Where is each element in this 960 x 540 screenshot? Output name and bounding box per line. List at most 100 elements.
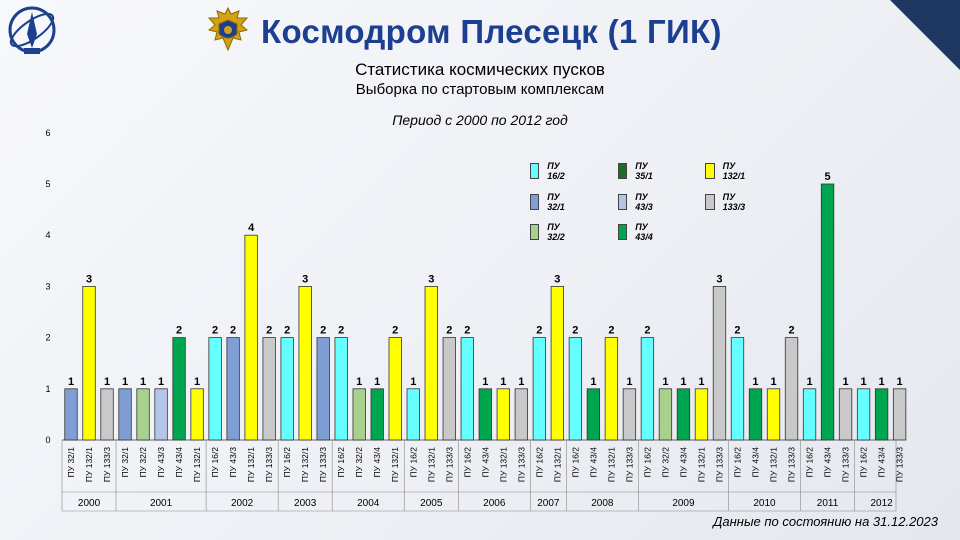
bar	[604, 337, 619, 441]
year-label: 2003	[294, 498, 317, 509]
x-tick-label: ПУ 132/1	[552, 447, 562, 482]
bar-value-label: 1	[356, 376, 362, 388]
y-tick-label: 2	[45, 333, 50, 343]
page-title: Космодром Плесецк (1 ГИК)	[261, 13, 722, 50]
year-label: 2010	[753, 498, 776, 509]
bar-value-label: 2	[572, 325, 578, 337]
legend-item: ПУ 32/1	[530, 192, 569, 212]
y-tick-label: 6	[45, 128, 50, 138]
legend-swatch	[705, 163, 715, 179]
bar	[172, 337, 186, 441]
x-tick-label: ПУ 16/2	[462, 447, 472, 478]
x-tick-label: ПУ 16/2	[859, 447, 869, 478]
eagle-crest-icon	[205, 6, 251, 59]
y-tick-label: 0	[45, 435, 50, 445]
bar-value-label: 2	[266, 325, 272, 337]
bar	[640, 337, 655, 441]
x-tick-label: ПУ 132/1	[246, 447, 256, 482]
bar	[658, 388, 673, 441]
data-date-note: Данные по состоянию на 31.12.2023	[713, 514, 938, 529]
bar	[136, 388, 150, 441]
x-tick-label: ПУ 32/2	[354, 447, 364, 478]
x-tick-label: ПУ 43/3	[228, 447, 238, 478]
bar-value-label: 4	[248, 222, 255, 234]
bar	[856, 388, 871, 441]
y-tick-label: 3	[45, 281, 50, 291]
legend-label: ПУ 32/1	[547, 192, 565, 212]
x-tick-label: ПУ 133/3	[516, 447, 526, 482]
bar	[730, 337, 745, 441]
bar	[838, 388, 853, 441]
bar-value-label: 1	[879, 376, 885, 388]
year-label: 2012	[870, 498, 893, 509]
x-tick-label: ПУ 43/4	[372, 447, 382, 478]
x-tick-label: ПУ 32/1	[120, 447, 130, 478]
year-label: 2000	[78, 498, 101, 509]
x-tick-label: ПУ 133/3	[444, 447, 454, 482]
y-tick-label: 5	[45, 179, 50, 189]
bar-value-label: 2	[788, 325, 794, 337]
bar-value-label: 2	[230, 325, 236, 337]
legend-item: ПУ 132/1	[705, 161, 749, 181]
year-label: 2002	[231, 498, 254, 509]
bar	[676, 388, 691, 441]
legend-label: ПУ 32/2	[547, 222, 565, 242]
bar-value-label: 2	[644, 325, 650, 337]
year-label: 2005	[420, 498, 443, 509]
bar	[406, 388, 420, 441]
x-tick-label: ПУ 133/3	[895, 447, 905, 482]
legend-swatch	[618, 194, 628, 210]
bar	[820, 183, 835, 441]
bar-value-label: 1	[680, 376, 686, 388]
legend-item: ПУ 35/1	[618, 161, 657, 181]
bar-value-label: 2	[176, 325, 182, 337]
bar-value-label: 2	[320, 325, 326, 337]
x-tick-label: ПУ 43/4	[480, 447, 490, 478]
x-tick-label: ПУ 16/2	[805, 447, 815, 478]
year-label: 2006	[483, 498, 506, 509]
x-tick-label: ПУ 132/1	[696, 447, 706, 482]
chart-subtitle-2: Выборка по стартовым комплексам	[355, 81, 605, 98]
year-label: 2007	[537, 498, 560, 509]
x-tick-label: ПУ 132/1	[84, 447, 94, 482]
bar-value-label: 3	[554, 273, 560, 285]
x-tick-label: ПУ 132/1	[498, 447, 508, 482]
bar-value-label: 1	[590, 376, 596, 388]
bar	[298, 285, 312, 441]
year-label: 2001	[150, 498, 173, 509]
bar-value-label: 3	[716, 273, 722, 285]
bar-value-label: 2	[338, 325, 344, 337]
x-tick-label: ПУ 133/3	[714, 447, 724, 482]
bar-value-label: 1	[410, 376, 416, 388]
x-tick-label: ПУ 43/4	[750, 447, 760, 478]
bar	[352, 388, 366, 441]
bar	[370, 388, 384, 441]
x-tick-label: ПУ 132/1	[426, 447, 436, 482]
x-tick-label: ПУ 132/1	[192, 447, 202, 482]
x-tick-label: ПУ 43/4	[174, 447, 184, 478]
legend-item: ПУ 32/2	[530, 222, 569, 242]
bar	[424, 285, 438, 441]
bar-value-label: 2	[608, 325, 614, 337]
bar	[100, 388, 114, 441]
legend-item: ПУ 43/3	[618, 192, 657, 212]
bar	[514, 388, 528, 441]
bar	[784, 337, 799, 441]
bar	[208, 337, 222, 441]
bar-value-label: 1	[68, 376, 74, 388]
x-tick-label: ПУ 132/1	[390, 447, 400, 482]
x-tick-label: ПУ 133/3	[787, 447, 797, 482]
bar	[118, 388, 132, 441]
bar	[82, 285, 96, 441]
bar	[334, 337, 348, 441]
bar-value-label: 1	[662, 376, 668, 388]
year-label: 2008	[591, 498, 614, 509]
year-label: 2004	[357, 498, 380, 509]
bar-value-label: 3	[302, 273, 308, 285]
bar-value-label: 1	[482, 376, 488, 388]
legend-swatch	[618, 224, 628, 240]
legend-label: ПУ 43/3	[635, 192, 653, 212]
x-tick-label: ПУ 133/3	[102, 447, 112, 482]
bar-value-label: 2	[446, 325, 452, 337]
